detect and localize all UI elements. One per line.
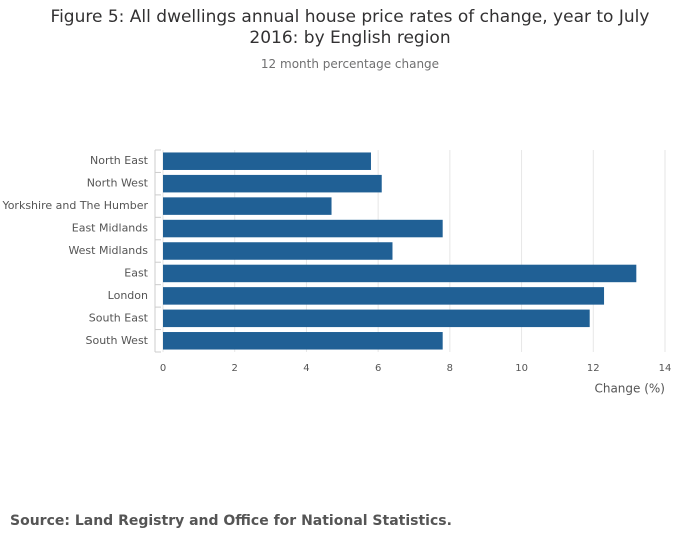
x-axis-label: Change (%)	[594, 382, 665, 396]
bar	[163, 287, 605, 305]
chart-title: Figure 5: All dwellings annual house pri…	[50, 7, 650, 48]
x-tick-label: 6	[375, 363, 381, 374]
y-tick-label: South West	[85, 334, 148, 347]
bar	[163, 264, 637, 283]
x-tick-label: 0	[160, 363, 166, 374]
x-tick-label: 2	[232, 363, 238, 374]
x-tick-label: 4	[303, 363, 309, 374]
y-tick-label: Yorkshire and The Humber	[1, 199, 148, 212]
chart-subtitle: 12 month percentage change	[260, 57, 440, 71]
x-tick-label: 8	[447, 363, 453, 374]
y-tick-label: North East	[90, 154, 149, 167]
y-tick-label: London	[108, 289, 148, 302]
y-tick-label: East Midlands	[72, 222, 149, 235]
x-tick-label: 12	[587, 363, 600, 374]
bar	[163, 219, 443, 238]
y-tick-label: South East	[89, 311, 149, 324]
y-tick-label: North West	[87, 177, 149, 190]
bar	[163, 152, 371, 170]
bar	[163, 197, 332, 215]
source-note: Source: Land Registry and Office for Nat…	[10, 513, 452, 529]
bar	[163, 309, 590, 328]
y-tick-label: East	[124, 266, 148, 279]
bar	[163, 174, 382, 193]
x-tick-label: 14	[659, 363, 672, 374]
bar	[163, 332, 443, 350]
bar	[163, 242, 393, 260]
x-tick-label: 10	[515, 363, 528, 374]
y-tick-label: West Midlands	[68, 244, 148, 257]
